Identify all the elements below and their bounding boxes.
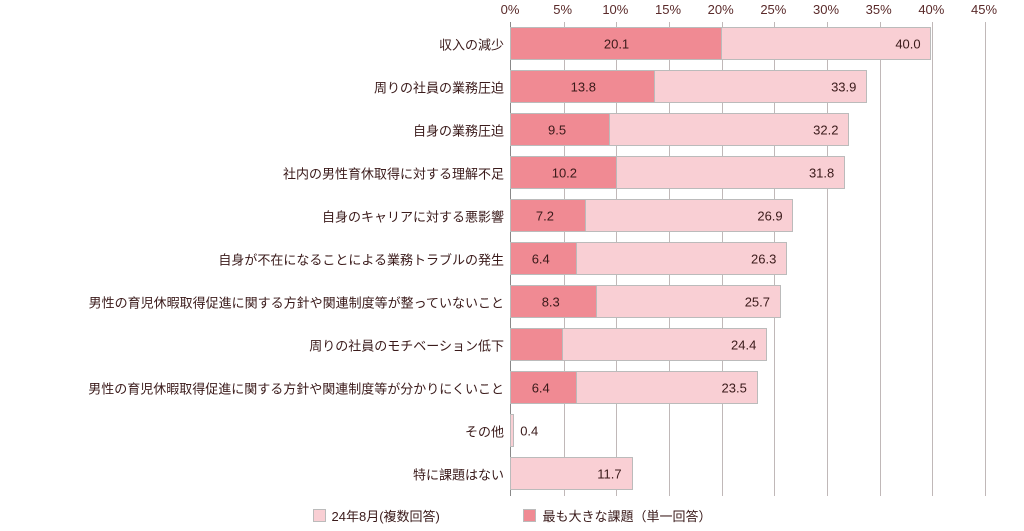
row-label: 自身が不在になることによる業務トラブルの発生 — [218, 249, 504, 268]
bar-value-inner: 20.1 — [604, 36, 629, 51]
row-label: 自身の業務圧迫 — [413, 120, 504, 139]
legend-swatch-series2 — [523, 509, 536, 522]
legend-item-series2: 最も大きな課題（単一回答） — [523, 506, 711, 525]
chart-container: 0% 5% 10% 15% 20% 25% 30% 35% 40% 45% 収入の減少 20.1 40… — [0, 0, 1024, 531]
bar-value-outer: 26.3 — [751, 251, 776, 266]
chart-row: 特に課題はない 11.7 — [0, 452, 1024, 495]
bar-value-inner: 10.2 — [552, 165, 577, 180]
bar-value-inner: 7.2 — [536, 208, 554, 223]
x-axis-tick-label: 15% — [655, 2, 681, 17]
bar-wrap: 13.8 33.9 — [510, 70, 984, 103]
chart-row: 収入の減少 20.1 40.0 — [0, 22, 1024, 65]
bar-value-outer: 33.9 — [831, 79, 856, 94]
bar-value-inner: 9.5 — [548, 122, 566, 137]
row-label: 周りの社員のモチベーション低下 — [309, 335, 504, 354]
x-axis-tick-label: 35% — [866, 2, 892, 17]
row-label: 収入の減少 — [439, 34, 504, 53]
legend: 24年8月(複数回答) 最も大きな課題（単一回答） — [0, 506, 1024, 525]
bar-value-inner: 13.8 — [571, 79, 596, 94]
bar-value-inner: 8.3 — [542, 294, 560, 309]
x-axis-tick-label: 5% — [553, 2, 572, 17]
bar-value-inner: 6.4 — [532, 251, 550, 266]
x-axis-tick-label: 30% — [813, 2, 839, 17]
legend-label-series2: 最も大きな課題（単一回答） — [542, 506, 711, 525]
bar-series2 — [510, 328, 563, 361]
x-axis-tick-label: 45% — [971, 2, 997, 17]
bar-value-outer: 24.4 — [731, 337, 756, 352]
bar-wrap: 11.7 — [510, 457, 984, 490]
bar-value-outer: 31.8 — [809, 165, 834, 180]
bar-wrap: 8.3 25.7 — [510, 285, 984, 318]
bar-value-inner: 6.4 — [532, 380, 550, 395]
bar-wrap: 24.4 — [510, 328, 984, 361]
row-label: 周りの社員の業務圧迫 — [374, 77, 504, 96]
chart-row: 社内の男性育休取得に対する理解不足 10.2 31.8 — [0, 151, 1024, 194]
chart-row: 自身の業務圧迫 9.5 32.2 — [0, 108, 1024, 151]
x-axis-tick-label: 20% — [708, 2, 734, 17]
bar-value-outer: 0.4 — [520, 423, 538, 438]
chart-rows: 収入の減少 20.1 40.0 周りの社員の業務圧迫 13.8 33.9 自身の業務圧迫 9.… — [0, 22, 1024, 495]
chart-row: 男性の育児休暇取得促進に関する方針や関連制度等が分かりにくいこと 6.4 23.5 — [0, 366, 1024, 409]
bar-value-outer: 11.7 — [597, 466, 621, 481]
x-axis-tick-label: 25% — [760, 2, 786, 17]
bar-value-outer: 32.2 — [813, 122, 838, 137]
bar-value-outer: 26.9 — [757, 208, 782, 223]
row-label: その他 — [465, 421, 504, 440]
bar-series1 — [510, 414, 514, 447]
chart-row: 自身が不在になることによる業務トラブルの発生 6.4 26.3 — [0, 237, 1024, 280]
chart-row: 周りの社員の業務圧迫 13.8 33.9 — [0, 65, 1024, 108]
bar-wrap: 0.4 — [510, 414, 984, 447]
bar-wrap: 9.5 32.2 — [510, 113, 984, 146]
row-label: 自身のキャリアに対する悪影響 — [322, 206, 504, 225]
x-axis-tick-label: 0% — [501, 2, 520, 17]
chart-row: その他 0.4 — [0, 409, 1024, 452]
row-label: 男性の育児休暇取得促進に関する方針や関連制度等が分かりにくいこと — [88, 378, 504, 397]
row-label: 男性の育児休暇取得促進に関する方針や関連制度等が整っていないこと — [89, 292, 504, 311]
legend-label-series1: 24年8月(複数回答) — [332, 506, 440, 525]
chart-row: 周りの社員のモチベーション低下 24.4 — [0, 323, 1024, 366]
bar-wrap: 10.2 31.8 — [510, 156, 984, 189]
x-axis-tick-label: 10% — [602, 2, 628, 17]
legend-swatch-series1 — [313, 509, 326, 522]
bar-wrap: 7.2 26.9 — [510, 199, 984, 232]
chart-row: 男性の育児休暇取得促進に関する方針や関連制度等が整っていないこと 8.3 25.7 — [0, 280, 1024, 323]
bar-wrap: 6.4 26.3 — [510, 242, 984, 275]
bar-value-outer: 25.7 — [745, 294, 770, 309]
bar-wrap: 20.1 40.0 — [510, 27, 984, 60]
chart-row: 自身のキャリアに対する悪影響 7.2 26.9 — [0, 194, 1024, 237]
bar-value-outer: 40.0 — [895, 36, 920, 51]
row-label: 社内の男性育休取得に対する理解不足 — [283, 163, 504, 182]
bar-wrap: 6.4 23.5 — [510, 371, 984, 404]
x-axis-labels: 0% 5% 10% 15% 20% 25% 30% 35% 40% 45% — [0, 0, 1024, 22]
bar-value-outer: 23.5 — [722, 380, 747, 395]
legend-item-series1: 24年8月(複数回答) — [313, 506, 440, 525]
row-label: 特に課題はない — [413, 464, 504, 483]
x-axis-tick-label: 40% — [918, 2, 944, 17]
